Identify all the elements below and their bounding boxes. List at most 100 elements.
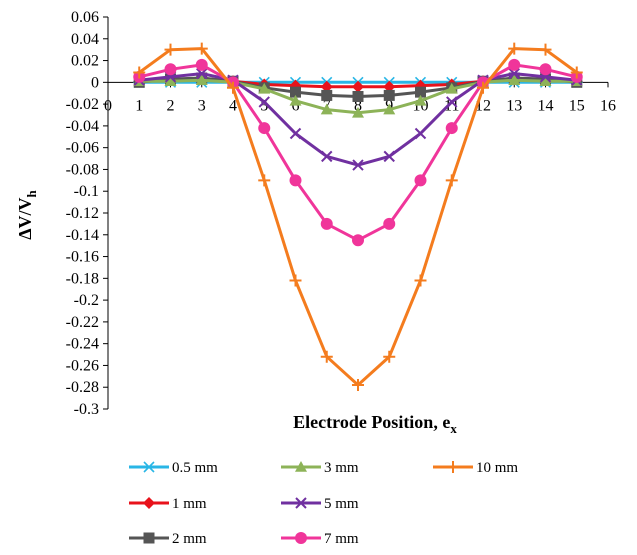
- data-point: [383, 103, 396, 115]
- x-axis-title: Electrode Position, ex: [293, 412, 457, 436]
- data-point: [508, 58, 521, 71]
- y-axis-title: ΔV/Vh: [15, 189, 39, 239]
- y-tick-label: 0.04: [71, 31, 99, 48]
- series-10-mm: [133, 42, 583, 392]
- data-point: [414, 94, 427, 106]
- data-point: [352, 90, 364, 102]
- x-tick-label: 6: [292, 97, 300, 114]
- y-tick-label: -0.1: [74, 183, 99, 200]
- y-tick-label: -0.3: [74, 401, 99, 418]
- y-tick-label: -0.28: [66, 379, 99, 396]
- x-tick-label: 11: [444, 97, 459, 114]
- data-point: [320, 80, 333, 93]
- y-tick-label: -0.24: [66, 336, 99, 353]
- data-point: [508, 42, 521, 55]
- data-point: [539, 63, 552, 76]
- data-point: [289, 94, 302, 106]
- legend: 0.5 mm 1 mm 2 mm 3 mm 5 mm 7 mm 10 mm: [129, 460, 518, 547]
- x-axis-title-text: Electrode Position, e: [293, 412, 450, 432]
- y-tick-label: -0.14: [66, 227, 99, 244]
- x-tick-label: 13: [506, 97, 522, 114]
- x-tick-label: 3: [198, 97, 206, 114]
- data-point: [445, 174, 458, 187]
- legend-label: 3 mm: [324, 460, 359, 476]
- data-point: [164, 75, 177, 87]
- data-point: [383, 89, 395, 101]
- data-point: [289, 274, 302, 287]
- data-point: [415, 86, 426, 98]
- data-point: [295, 461, 307, 472]
- data-point: [508, 74, 521, 85]
- data-point: [258, 82, 271, 94]
- x-tick-label: 4: [229, 97, 237, 114]
- data-point: [570, 66, 583, 79]
- y-axis-ticks: 0.06 0.04 0.02 0 -0.02 -0.04 -0.06 -0.08 -0.1 -0.…: [66, 9, 108, 418]
- x-tick-label: 8: [354, 97, 362, 114]
- y-tick-label: -0.06: [66, 140, 99, 157]
- data-point: [321, 89, 333, 101]
- data-point: [195, 74, 208, 85]
- data-point: [446, 96, 458, 108]
- legend-label: 1 mm: [172, 496, 207, 512]
- data-point: [383, 80, 396, 93]
- legend-label: 7 mm: [324, 531, 359, 547]
- legend-item: 1 mm: [129, 496, 207, 512]
- y-tick-label: -0.16: [66, 249, 99, 266]
- data-point: [289, 174, 302, 187]
- data-point: [383, 217, 396, 230]
- legend-item: 2 mm: [129, 531, 207, 547]
- data-point: [290, 86, 301, 98]
- data-point: [414, 127, 427, 140]
- data-point: [133, 66, 146, 79]
- y-tick-label: -0.02: [66, 96, 99, 113]
- data-point: [195, 58, 208, 71]
- x-tick-label: 1: [135, 97, 143, 114]
- legend-label: 10 mm: [476, 460, 518, 476]
- data-point: [321, 150, 333, 163]
- data-point: [258, 174, 271, 187]
- data-point: [143, 497, 155, 509]
- x-axis-title-subscript: x: [450, 421, 457, 436]
- x-tick-label: 2: [167, 97, 175, 114]
- y-axis-title-text: ΔV/V: [15, 197, 35, 239]
- x-tick-label: 15: [569, 97, 585, 114]
- legend-item: 10 mm: [433, 460, 518, 476]
- data-point: [445, 122, 458, 135]
- x-tick-label: 5: [260, 97, 268, 114]
- data-point: [295, 497, 307, 509]
- data-point: [352, 80, 364, 93]
- data-point: [320, 350, 333, 363]
- y-tick-label: 0: [91, 74, 99, 91]
- data-point: [508, 67, 520, 80]
- data-point: [352, 234, 364, 247]
- data-point: [143, 532, 155, 544]
- data-point: [445, 82, 458, 94]
- y-axis-title-subscript: h: [24, 189, 39, 197]
- y-tick-label: -0.22: [66, 314, 99, 331]
- data-point: [352, 159, 364, 171]
- data-point: [447, 461, 459, 473]
- data-point: [143, 461, 155, 473]
- data-point: [196, 67, 208, 80]
- data-point: [164, 63, 177, 76]
- data-point: [539, 43, 552, 56]
- y-tick-label: -0.2: [74, 292, 99, 309]
- legend-item: 5 mm: [281, 496, 359, 512]
- data-point: [320, 217, 333, 230]
- x-tick-label: 16: [600, 97, 616, 114]
- data-point: [383, 350, 396, 363]
- data-point: [414, 274, 427, 287]
- y-tick-label: -0.26: [66, 357, 99, 374]
- data-point: [195, 42, 208, 55]
- y-tick-label: -0.04: [66, 118, 99, 135]
- y-tick-label: -0.08: [66, 161, 99, 178]
- y-tick-label: -0.12: [66, 205, 99, 222]
- data-point: [227, 81, 239, 94]
- data-point: [320, 103, 333, 115]
- y-tick-label: 0.02: [71, 53, 99, 70]
- x-tick-label: 14: [538, 97, 554, 114]
- data-point: [258, 96, 270, 108]
- legend-label: 2 mm: [172, 531, 207, 547]
- y-tick-label: -0.18: [66, 270, 99, 287]
